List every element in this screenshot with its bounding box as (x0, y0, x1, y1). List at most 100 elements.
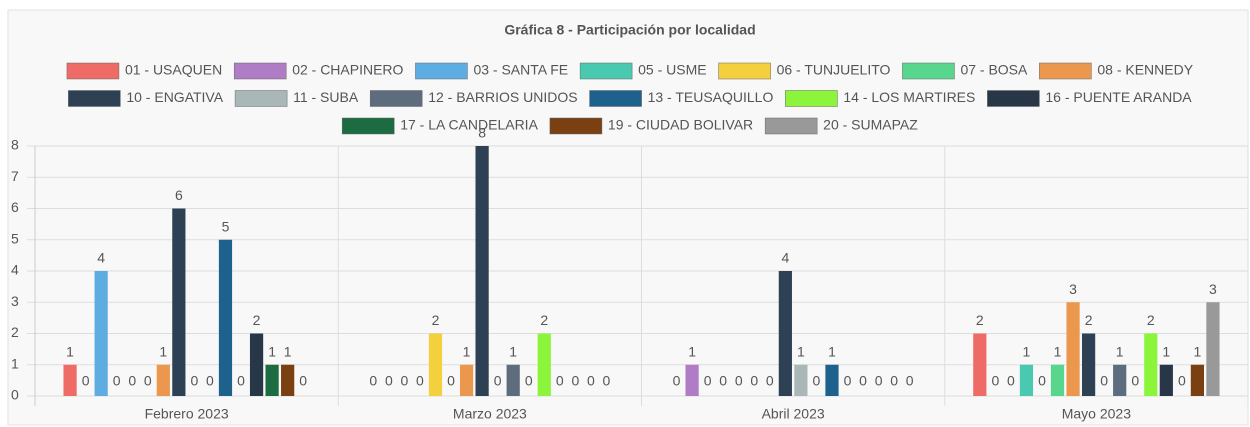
legend-label: 07 - BOSA (960, 62, 1028, 78)
legend-label: 06 - TUNJUELITO (777, 62, 891, 78)
data-label: 0 (906, 373, 914, 389)
data-label: 0 (416, 373, 424, 389)
y-tick-label: 5 (11, 230, 19, 246)
bar (94, 271, 108, 396)
data-label: 0 (206, 373, 214, 389)
data-label: 4 (97, 250, 105, 266)
legend-label: 16 - PUENTE ARANDA (1045, 89, 1192, 105)
y-tick-label: 7 (11, 168, 19, 184)
legend-swatch (579, 62, 633, 80)
legend-swatch (589, 90, 642, 107)
data-label: 0 (859, 373, 867, 389)
data-label: 1 (1023, 343, 1031, 359)
bar (506, 364, 520, 396)
bar (475, 146, 489, 396)
chart-title: Gráfica 8 - Participación por localidad (504, 22, 755, 38)
data-label: 0 (735, 373, 743, 389)
legend-swatch (764, 117, 818, 135)
bar (428, 333, 443, 396)
data-label: 1 (159, 343, 167, 359)
bar (1019, 364, 1034, 396)
y-tick-label: 8 (11, 137, 19, 153)
bar (973, 333, 987, 396)
data-label: 0 (1007, 373, 1015, 389)
data-label: 3 (1209, 281, 1217, 297)
bar (1159, 364, 1173, 396)
data-label: 0 (299, 373, 307, 389)
x-tick-label: Abril 2023 (762, 406, 825, 422)
data-label: 0 (719, 373, 727, 389)
data-label: 5 (222, 218, 230, 234)
data-label: 0 (369, 373, 377, 389)
legend-label: 10 - ENGATIVA (126, 89, 223, 105)
legend-label: 08 - KENNEDY (1097, 62, 1193, 78)
legend-label: 19 - CIUDAD BOLIVAR (608, 117, 753, 133)
data-label: 0 (237, 373, 245, 389)
legend-swatch (902, 62, 955, 80)
bar (685, 364, 699, 396)
data-label: 0 (603, 373, 611, 389)
data-label: 0 (813, 373, 821, 389)
data-label: 2 (1147, 312, 1155, 328)
y-tick-label: 2 (11, 324, 19, 340)
data-label: 0 (556, 373, 564, 389)
legend-label: 13 - TEUSAQUILLO (648, 89, 774, 105)
data-label: 1 (66, 343, 74, 359)
data-label: 1 (463, 343, 471, 359)
data-label: 0 (494, 373, 502, 389)
data-label: 0 (128, 373, 136, 389)
y-tick-label: 0 (11, 387, 19, 403)
legend-label: 12 - BARRIOS UNIDOS (428, 89, 577, 105)
data-label: 8 (478, 125, 486, 141)
x-tick-label: Febrero 2023 (145, 406, 229, 422)
y-tick-label: 3 (11, 293, 19, 309)
data-label: 0 (991, 373, 999, 389)
legend-swatch (66, 62, 120, 80)
data-label: 0 (525, 373, 533, 389)
bar (265, 364, 279, 396)
data-label: 2 (540, 312, 548, 328)
bar (1050, 364, 1065, 396)
bar (825, 364, 839, 396)
data-label: 0 (890, 373, 898, 389)
data-label: 0 (704, 373, 712, 389)
bar (778, 271, 792, 396)
legend-swatch (341, 117, 395, 135)
data-label: 3 (1069, 281, 1077, 297)
data-label: 0 (1100, 373, 1108, 389)
bar (1190, 364, 1205, 396)
legend-label: 14 - LOS MARTIRES (843, 89, 975, 105)
bar (1144, 333, 1158, 396)
data-label: 1 (828, 343, 836, 359)
bar (1206, 302, 1220, 396)
data-label: 1 (284, 343, 292, 359)
data-label: 0 (587, 373, 595, 389)
bar (172, 208, 186, 396)
data-label: 0 (875, 373, 883, 389)
bar (156, 364, 170, 396)
legend-swatch (415, 62, 468, 80)
data-label: 1 (1193, 343, 1201, 359)
data-label: 0 (1038, 373, 1046, 389)
y-tick-label: 4 (11, 262, 19, 278)
legend-label: 03 - SANTA FE (473, 62, 568, 78)
data-label: 0 (750, 373, 758, 389)
legend-label: 02 - CHAPINERO (292, 62, 403, 78)
data-label: 0 (82, 373, 90, 389)
legend-swatch (987, 90, 1040, 107)
legend-label: 11 - SUBA (293, 89, 359, 105)
data-label: 2 (432, 312, 440, 328)
legend-label: 05 - USME (638, 62, 706, 78)
legend-swatch (369, 90, 423, 107)
legend-swatch (718, 62, 771, 80)
data-label: 0 (1131, 373, 1139, 389)
bar (1066, 302, 1080, 396)
legend-label: 20 - SUMAPAZ (823, 117, 918, 133)
legend-swatch (233, 62, 287, 80)
data-label: 0 (571, 373, 579, 389)
bar (1081, 333, 1096, 396)
legend-swatch (234, 90, 288, 107)
bar (1113, 364, 1127, 396)
bar (281, 364, 295, 396)
data-label: 4 (781, 250, 789, 266)
